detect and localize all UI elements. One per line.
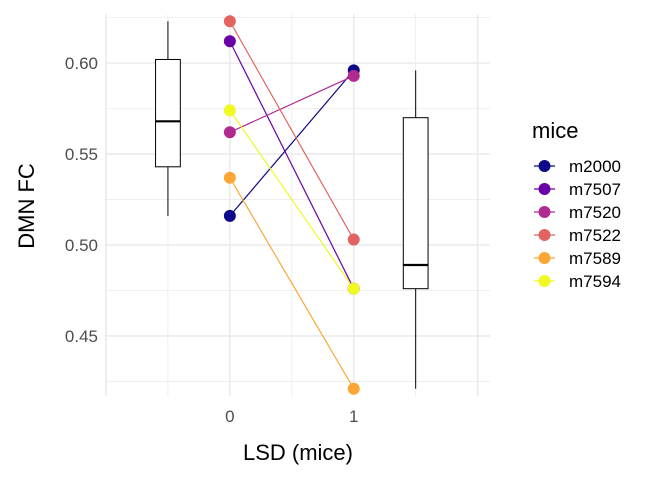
boxplot-1 [402, 70, 429, 389]
legend-key-point [538, 252, 551, 264]
y-tick-label: 0.50 [65, 236, 98, 255]
legend-label: m7589 [569, 249, 621, 268]
legend-key-point [538, 229, 551, 241]
legend-label: m7520 [569, 203, 621, 222]
point-m7589-0 [223, 171, 236, 184]
legend-item-m7522: m7522 [534, 226, 621, 245]
point-m7522-1 [347, 233, 360, 246]
legend-key-point [538, 183, 551, 195]
series-line-m7589 [229, 177, 355, 390]
series-line-m7507 [229, 41, 355, 289]
data-points [223, 15, 360, 395]
x-tick-label: 0 [225, 407, 234, 426]
y-tick-label: 0.60 [65, 54, 98, 73]
point-m7594-1 [347, 282, 360, 295]
y-tick-label: 0.55 [65, 145, 98, 164]
point-m2000-0 [223, 209, 236, 222]
series-line-m2000 [229, 70, 355, 217]
y-tick-label: 0.45 [65, 327, 98, 346]
legend: mice m2000 m7507 m7520 m7522 m7589 m7594 [532, 118, 621, 291]
y-axis-title: DMN FC [14, 163, 39, 249]
legend-label: m7507 [569, 180, 621, 199]
legend-item-m7594: m7594 [534, 272, 621, 291]
x-axis-title: LSD (mice) [243, 440, 353, 465]
boxplot-box [402, 117, 429, 290]
legend-key-point [538, 275, 551, 287]
series-line-m7520 [229, 75, 354, 133]
series-line-m7522 [229, 20, 355, 240]
legend-key-point [538, 160, 551, 172]
legend-key-point [538, 206, 551, 218]
legend-item-m7589: m7589 [534, 249, 621, 268]
legend-item-m7507: m7507 [534, 180, 621, 199]
legend-item-m2000: m2000 [534, 157, 621, 176]
series-lines [229, 20, 355, 390]
point-m7589-1 [347, 382, 360, 395]
x-tick-label: 1 [349, 407, 358, 426]
point-m7594-0 [223, 104, 236, 117]
legend-label: m7594 [569, 272, 621, 291]
point-m7520-0 [223, 126, 236, 139]
legend-label: m2000 [569, 157, 621, 176]
boxplots [155, 21, 429, 389]
legend-item-m7520: m7520 [534, 203, 621, 222]
point-m7520-1 [347, 69, 360, 82]
y-tick-labels: 0.45 0.50 0.55 0.60 [65, 54, 98, 346]
boxplot-0 [155, 21, 181, 216]
legend-title: mice [532, 118, 578, 143]
point-m7522-0 [223, 15, 236, 28]
series-line-m7594 [229, 110, 355, 290]
point-m7507-0 [223, 35, 236, 48]
legend-label: m7522 [569, 226, 621, 245]
boxplot-box [155, 58, 181, 168]
